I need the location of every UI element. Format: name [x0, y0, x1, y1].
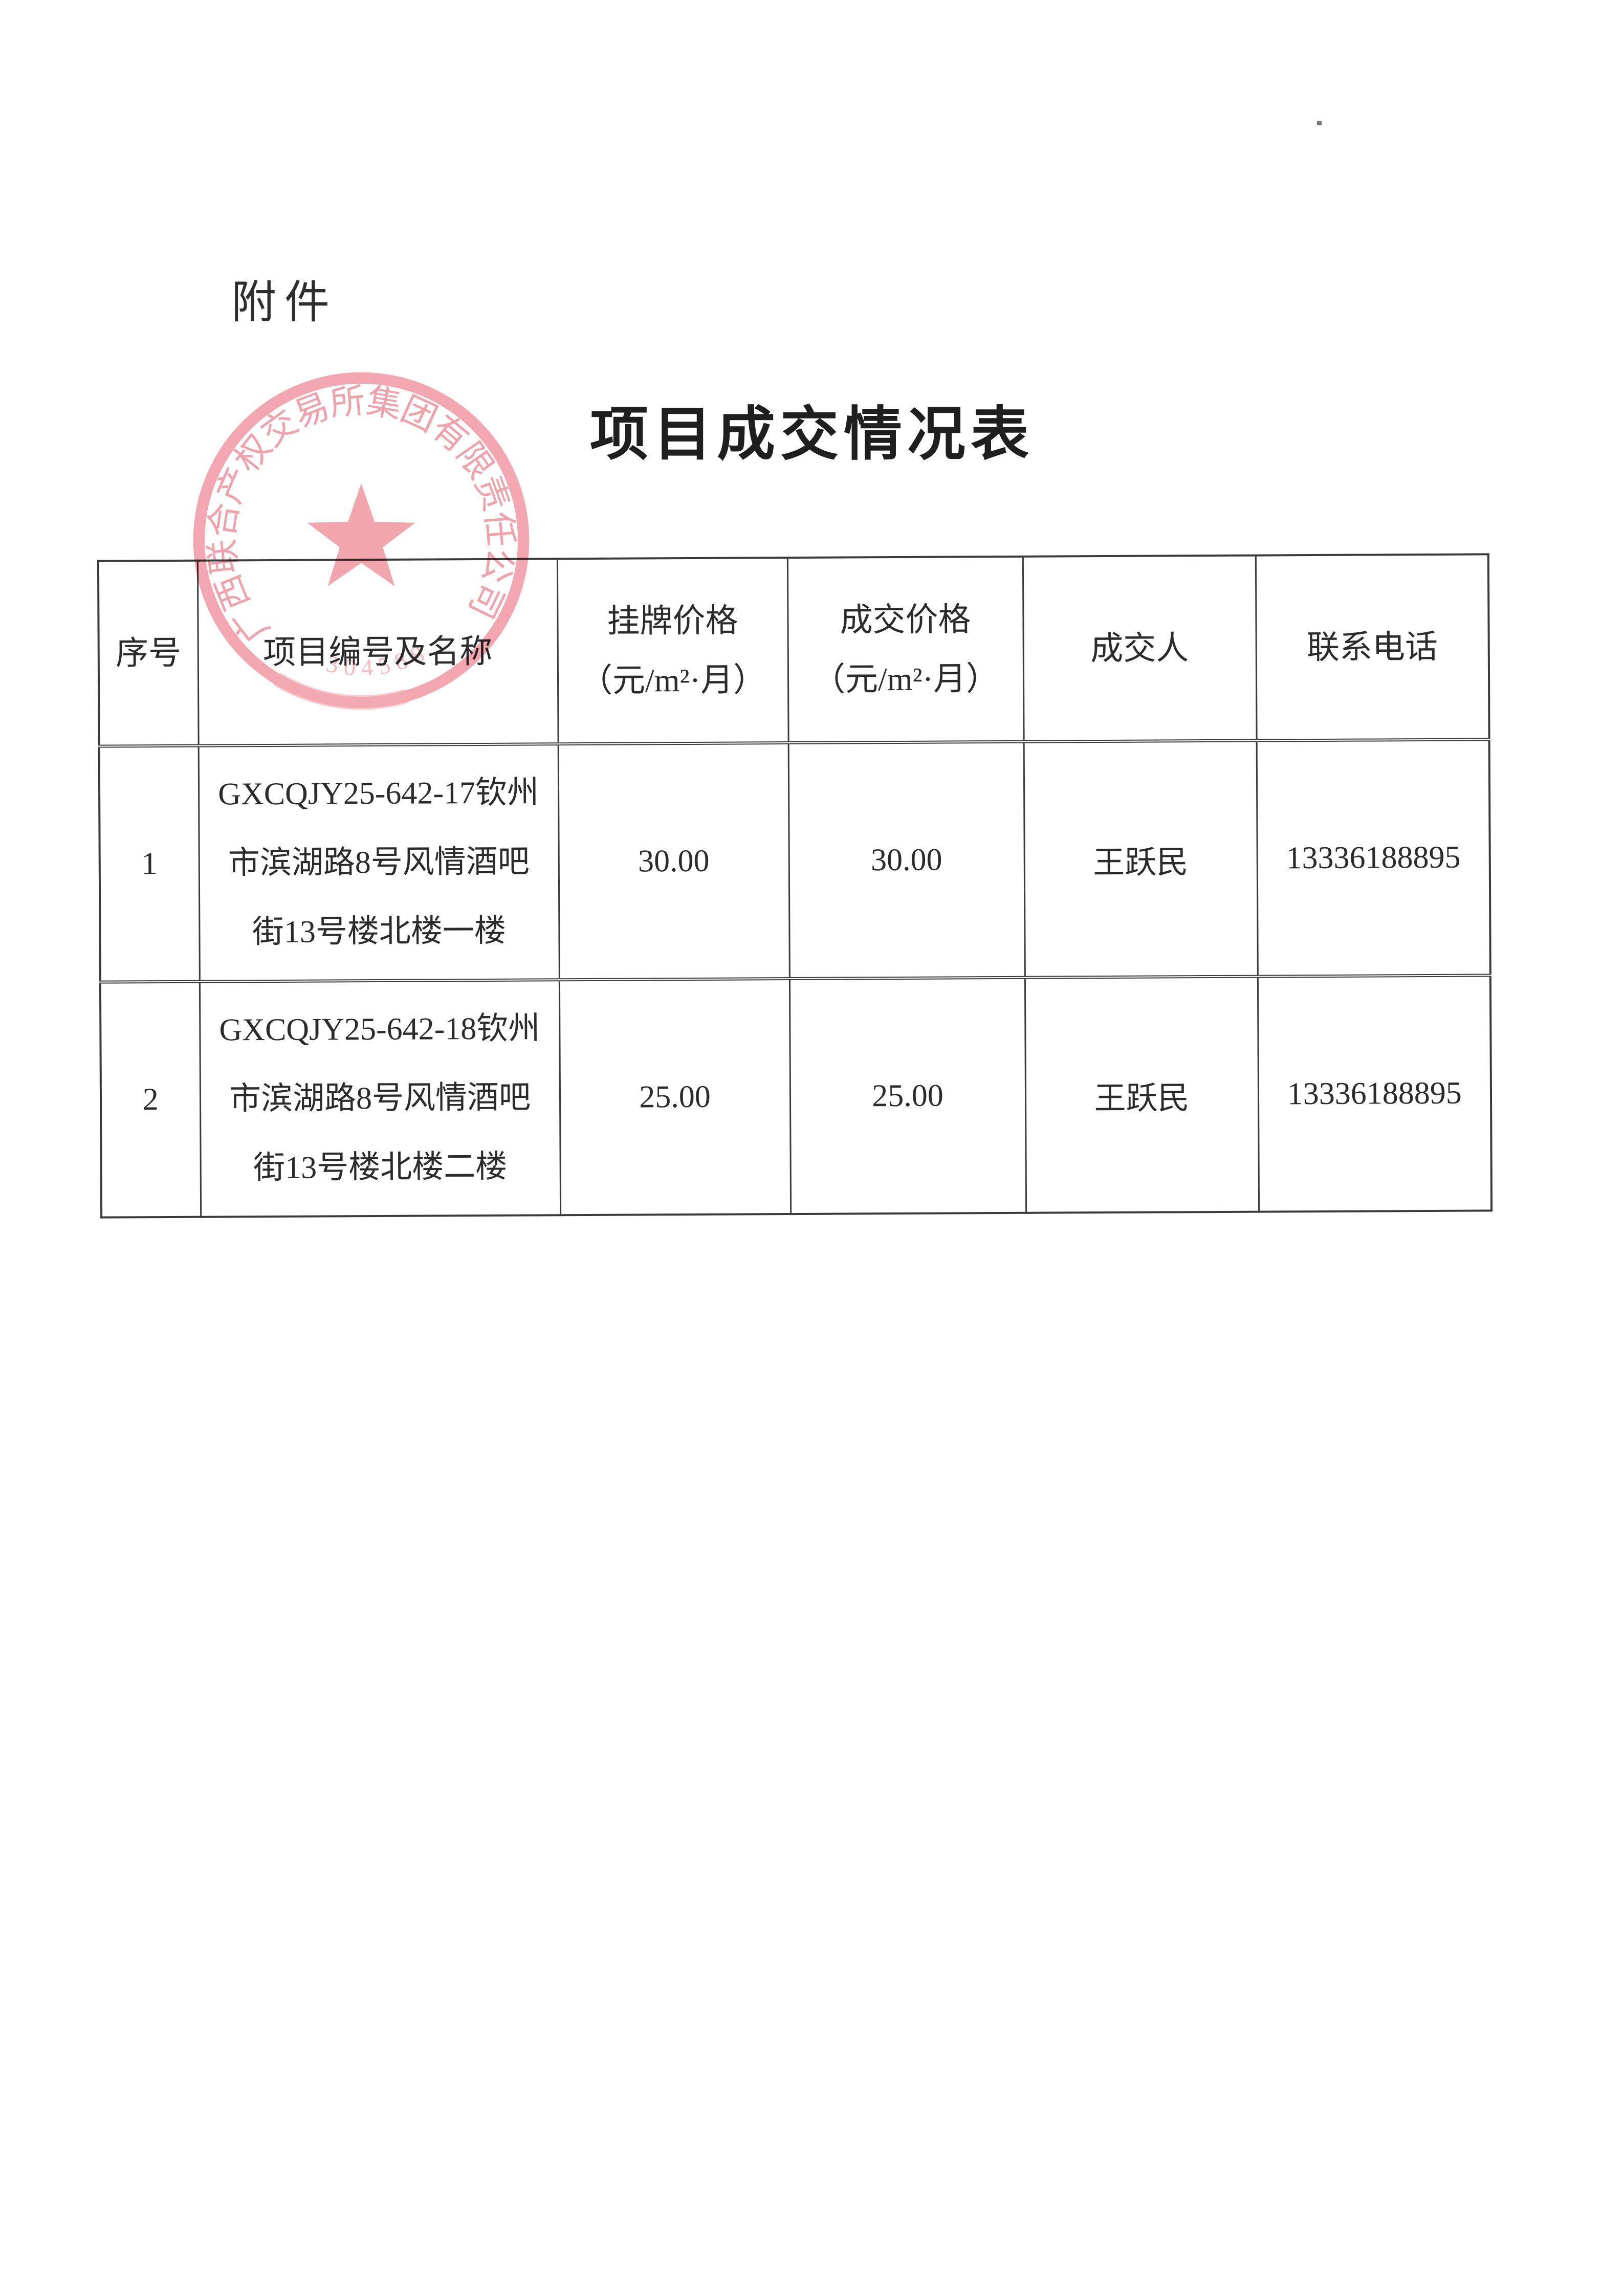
header-label: 序号 — [115, 634, 182, 672]
deal-table: 序号 项目编号及名称 挂牌价格 （元/m²·月） 成交价格 （元/m²·月） 成… — [97, 553, 1493, 1219]
cell-serial-number: 1 — [99, 745, 200, 982]
cell-project-code-name: GXCQJY25-642-17钦州 市滨湖路8号风情酒吧 街13号楼北楼一楼 — [198, 744, 559, 982]
header-listing-price: 挂牌价格 （元/m²·月） — [557, 558, 788, 744]
cell-phone: 13336188895 — [1257, 975, 1492, 1212]
header-serial-number: 序号 — [98, 560, 199, 746]
table-header-row: 序号 项目编号及名称 挂牌价格 （元/m²·月） 成交价格 （元/m²·月） 成… — [98, 554, 1489, 746]
cell-serial-number: 2 — [100, 981, 201, 1218]
table-row: 1 GXCQJY25-642-17钦州 市滨湖路8号风情酒吧 街13号楼北楼一楼… — [99, 739, 1490, 982]
header-project-code-name: 项目编号及名称 — [197, 559, 558, 746]
attachment-label: 附件 — [231, 278, 338, 328]
header-label: 挂牌价格 （元/m²·月） — [579, 602, 766, 699]
header-label: 联系电话 — [1306, 628, 1438, 666]
cell-listing-price: 30.00 — [558, 743, 789, 980]
header-phone: 联系电话 — [1255, 554, 1489, 741]
cell-buyer: 王跃民 — [1024, 976, 1259, 1213]
cell-project-code-name: GXCQJY25-642-18钦州 市滨湖路8号风情酒吧 街13号楼北楼二楼 — [199, 980, 561, 1217]
deal-table-container: 序号 项目编号及名称 挂牌价格 （元/m²·月） 成交价格 （元/m²·月） 成… — [97, 553, 1495, 1219]
page-title: 项目成交情况表 — [589, 402, 1034, 467]
scan-artifact-dot — [1317, 121, 1322, 125]
cell-listing-price: 25.00 — [559, 979, 791, 1216]
header-label: 成交价格 （元/m²·月） — [812, 601, 999, 698]
cell-buyer: 王跃民 — [1023, 740, 1258, 978]
table-row: 2 GXCQJY25-642-18钦州 市滨湖路8号风情酒吧 街13号楼北楼二楼… — [100, 975, 1492, 1218]
cell-deal-price: 30.00 — [788, 741, 1025, 979]
header-label: 成交人 — [1090, 630, 1189, 667]
header-label: 项目编号及名称 — [263, 633, 493, 671]
cell-phone: 13336188895 — [1256, 739, 1490, 977]
cell-deal-price: 25.00 — [789, 977, 1026, 1215]
header-deal-price: 成交价格 （元/m²·月） — [787, 556, 1024, 743]
header-buyer: 成交人 — [1022, 555, 1257, 742]
